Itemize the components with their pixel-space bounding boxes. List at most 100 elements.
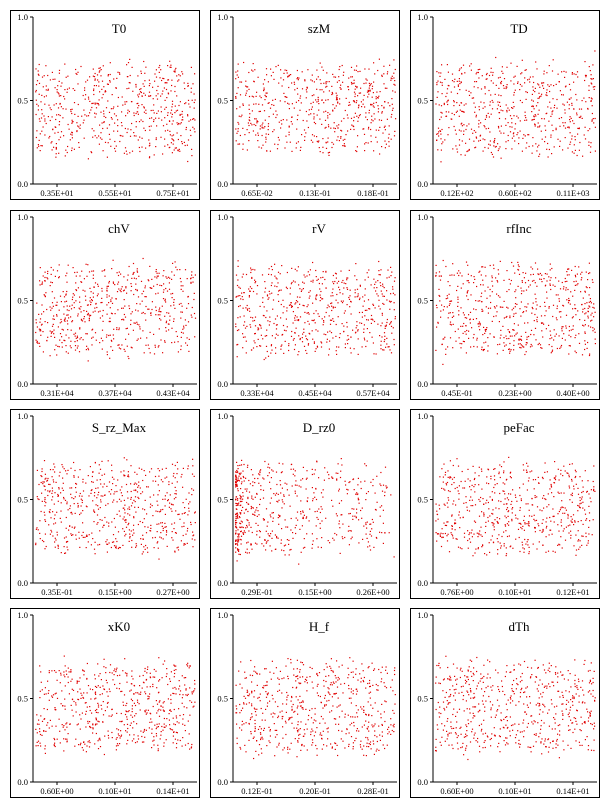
scatter-point	[235, 530, 237, 532]
scatter-point	[315, 99, 317, 101]
scatter-point	[351, 508, 353, 510]
scatter-point	[371, 119, 373, 121]
scatter-point	[242, 498, 244, 500]
scatter-point	[58, 277, 60, 279]
scatter-point	[559, 288, 562, 290]
scatter-point	[46, 339, 48, 342]
scatter-point	[372, 521, 374, 523]
scatter-point	[372, 319, 374, 321]
scatter-point	[358, 542, 360, 544]
scatter-point	[492, 101, 494, 103]
x-tick-label: 0.26E+00	[356, 587, 389, 597]
scatter-point	[365, 522, 367, 524]
scatter-point	[245, 508, 247, 510]
scatter-point	[137, 102, 139, 104]
scatter-point	[190, 314, 192, 316]
scatter-point	[270, 533, 272, 535]
scatter-point	[40, 330, 42, 332]
scatter-point	[541, 82, 543, 85]
scatter-point	[133, 135, 135, 137]
scatter-point	[248, 132, 250, 134]
scatter-point	[107, 83, 109, 85]
scatter-point	[506, 111, 508, 113]
scatter-point	[351, 76, 353, 78]
scatter-point	[109, 357, 111, 359]
scatter-point	[288, 345, 290, 347]
scatter-point	[100, 75, 102, 77]
scatter-point	[553, 107, 555, 109]
scatter-point	[316, 279, 318, 281]
scatter-point	[54, 336, 56, 338]
scatter-point	[107, 100, 109, 102]
scatter-point	[546, 291, 548, 293]
scatter-point	[238, 536, 240, 538]
scatter-point	[43, 294, 45, 296]
scatter-point	[520, 344, 522, 346]
scatter-point	[114, 313, 116, 315]
scatter-point	[180, 281, 182, 283]
scatter-point	[141, 553, 143, 555]
scatter-point	[249, 324, 251, 326]
scatter-point	[142, 538, 144, 540]
scatter-point	[520, 347, 522, 349]
scatter-point	[129, 152, 131, 154]
scatter-point	[345, 97, 347, 99]
scatter-point	[562, 103, 564, 105]
scatter-point	[342, 300, 344, 302]
scatter-point	[487, 350, 489, 352]
scatter-point	[103, 113, 105, 115]
scatter-point	[479, 300, 481, 302]
scatter-point	[543, 73, 545, 75]
scatter-point	[323, 111, 325, 113]
scatter-point	[568, 334, 570, 336]
scatter-point	[65, 536, 67, 538]
scatter-point	[240, 478, 242, 480]
scatter-point	[335, 350, 337, 352]
scatter-point	[577, 283, 579, 285]
scatter-point	[250, 508, 252, 510]
scatter-point	[468, 148, 470, 151]
scatter-point	[506, 290, 508, 293]
scatter-point	[301, 337, 303, 339]
scatter-point	[260, 147, 263, 149]
scatter-point	[75, 300, 77, 302]
scatter-point	[127, 355, 129, 358]
scatter-point	[142, 120, 144, 123]
scatter-point	[238, 115, 240, 117]
scatter-point	[71, 119, 73, 121]
scatter-point	[262, 477, 264, 479]
scatter-point	[477, 300, 479, 302]
scatter-point	[248, 307, 250, 310]
scatter-point	[245, 551, 247, 553]
scatter-point	[125, 286, 127, 288]
scatter-point	[373, 81, 375, 83]
scatter-point	[119, 489, 121, 491]
scatter-point	[524, 111, 526, 113]
scatter-point	[527, 134, 529, 136]
scatter-point	[571, 151, 573, 153]
scatter-point	[535, 308, 537, 310]
scatter-point	[469, 322, 471, 324]
scatter-point	[239, 287, 241, 289]
scatter-point	[321, 537, 323, 539]
scatter-point	[484, 329, 486, 331]
scatter-point	[388, 133, 390, 135]
scatter-point	[493, 315, 495, 318]
scatter-point	[82, 289, 84, 291]
scatter-point	[322, 496, 324, 498]
scatter-point	[295, 142, 298, 144]
scatter-point	[321, 318, 323, 320]
scatter-point	[490, 80, 492, 82]
scatter-point	[362, 305, 364, 307]
scatter-point	[564, 86, 567, 88]
scatter-point	[369, 85, 371, 87]
scatter-point	[60, 521, 62, 523]
scatter-point	[484, 118, 486, 120]
scatter-point	[135, 126, 137, 128]
scatter-point	[36, 527, 38, 529]
scatter-point	[320, 346, 323, 348]
scatter-point	[278, 290, 280, 292]
scatter-point	[561, 326, 563, 328]
scatter-point	[117, 71, 119, 73]
scatter-point	[57, 326, 59, 328]
